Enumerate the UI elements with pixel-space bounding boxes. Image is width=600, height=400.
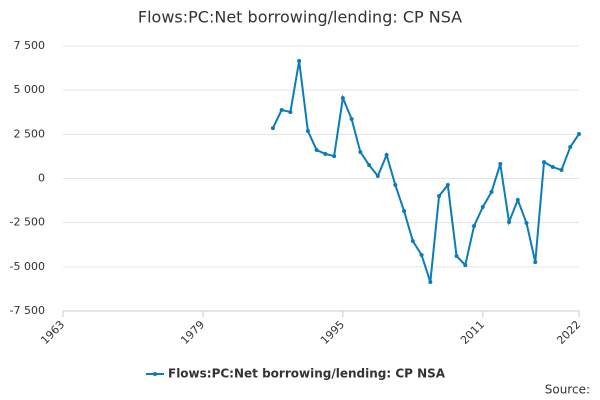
point bbox=[428, 280, 433, 285]
point bbox=[288, 110, 293, 115]
point bbox=[472, 224, 477, 229]
line bbox=[271, 60, 580, 283]
point bbox=[384, 153, 389, 158]
point bbox=[279, 107, 284, 112]
point bbox=[559, 168, 564, 173]
legend-label: Flows:PC:Net borrowing/lending: CP NSA bbox=[168, 367, 446, 381]
point bbox=[489, 189, 494, 194]
point bbox=[349, 116, 354, 121]
point bbox=[577, 131, 581, 136]
y-tick-label: 7 500 bbox=[14, 39, 46, 52]
y-tick-label: -7 500 bbox=[10, 304, 45, 317]
point bbox=[393, 183, 398, 188]
point bbox=[480, 204, 485, 209]
point bbox=[314, 148, 319, 153]
point bbox=[445, 183, 450, 188]
point bbox=[367, 163, 372, 168]
x-tick-label: 1995 bbox=[318, 318, 347, 347]
x-tick-label: 2022 bbox=[554, 318, 583, 347]
point bbox=[410, 239, 415, 244]
y-tick-label: -5 000 bbox=[10, 260, 45, 273]
point bbox=[498, 162, 503, 167]
x-tick-label: 2011 bbox=[458, 318, 487, 347]
point bbox=[463, 263, 468, 268]
x-tick-label: 1979 bbox=[178, 318, 207, 347]
y-tick-label: 5 000 bbox=[14, 83, 46, 96]
legend-marker bbox=[153, 372, 157, 376]
point bbox=[332, 154, 337, 159]
y-tick-label: -2 500 bbox=[10, 216, 45, 229]
point bbox=[454, 254, 459, 259]
point bbox=[533, 260, 538, 265]
x-tick-label: 1963 bbox=[38, 318, 67, 347]
source: Source: bbox=[545, 383, 590, 397]
point bbox=[402, 209, 407, 214]
point bbox=[305, 128, 310, 133]
point bbox=[340, 95, 345, 100]
point bbox=[542, 160, 547, 165]
y-tick-label: 0 bbox=[38, 172, 45, 185]
point bbox=[375, 174, 380, 179]
point bbox=[358, 150, 363, 154]
point bbox=[323, 151, 328, 156]
point bbox=[568, 145, 573, 150]
point bbox=[507, 219, 512, 224]
point bbox=[524, 221, 529, 226]
y-tick-label: 2 500 bbox=[14, 127, 46, 140]
point bbox=[550, 165, 555, 170]
point bbox=[419, 252, 424, 257]
point bbox=[297, 59, 302, 64]
chart-title: Flows:PC:Net borrowing/lending: CP NSA bbox=[138, 8, 462, 27]
point bbox=[270, 126, 275, 131]
point bbox=[437, 193, 442, 198]
point bbox=[515, 198, 520, 203]
